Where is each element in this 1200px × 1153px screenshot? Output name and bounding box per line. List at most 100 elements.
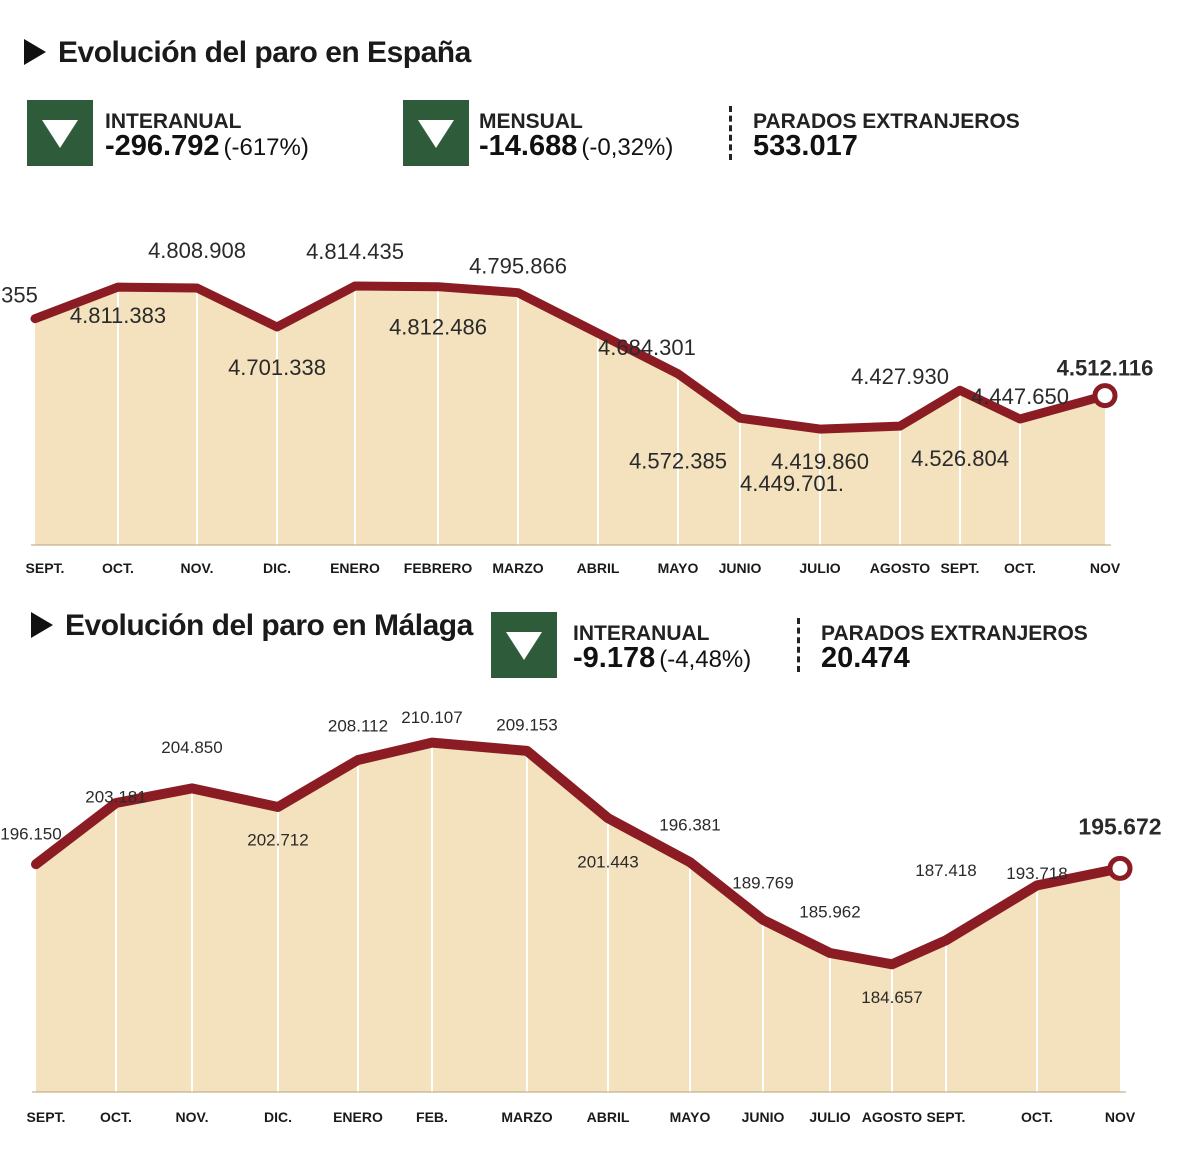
spain-stat-interanual: INTERANUAL -296.792 (-617%) — [27, 100, 347, 166]
data-label: 193.718 — [1006, 864, 1067, 883]
area-fill — [35, 286, 1105, 545]
data-label: 4.427.930 — [851, 364, 949, 389]
data-label: 4.684.301 — [598, 335, 696, 360]
malaga-title-text: Evolución del paro en Málaga — [65, 609, 473, 642]
data-label: 4.808.908 — [148, 238, 246, 263]
data-label: 209.153 — [496, 715, 557, 734]
down-arrow-icon — [418, 120, 454, 148]
stat-label: INTERANUAL — [105, 110, 242, 133]
data-label: 189.769 — [732, 873, 793, 892]
data-label: .724.355 — [0, 282, 38, 307]
month-tick-label: NOV — [1105, 1109, 1136, 1125]
data-label: 187.418 — [915, 861, 976, 880]
data-label: 4.419.860 — [771, 449, 869, 474]
spain-chart-title: Evolución del paro en España — [24, 36, 471, 70]
month-tick-label: DIC. — [264, 1109, 292, 1125]
spain-stat-extranjeros: PARADOS EXTRANJEROS 533.017 — [729, 100, 1029, 166]
down-arrow-box — [403, 100, 469, 166]
stat-percent: (-617%) — [223, 134, 309, 161]
data-label: 4.447.650 — [971, 384, 1069, 409]
spain-unemployment-chart: .724.355 4.811.383 4.808.908 4.701.338 4.814… — [0, 238, 1154, 576]
stat-percent: (-0,32%) — [581, 134, 674, 161]
month-tick-label: OCT. — [1004, 560, 1036, 576]
area-fill — [36, 742, 1120, 1092]
month-tick-label: JULIO — [799, 560, 840, 576]
stat-value-row: -14.688 (-0,32%) — [479, 130, 673, 163]
data-label: 201.443 — [577, 853, 638, 872]
month-tick-label: SEPT. — [26, 560, 65, 576]
month-tick-label: SEPT. — [941, 560, 980, 576]
stat-value-row: -296.792 (-617%) — [105, 130, 309, 163]
month-tick-label: FEBRERO — [404, 560, 473, 576]
month-tick-label: ENERO — [330, 560, 380, 576]
data-label: 210.107 — [401, 708, 462, 727]
data-label: 185.962 — [799, 902, 860, 921]
data-label: 203.181 — [85, 787, 146, 806]
month-tick-label: ABRIL — [587, 1109, 630, 1125]
month-tick-label: SEPT. — [927, 1109, 966, 1125]
data-label: 4.449.701. — [740, 471, 844, 496]
data-label: 4.814.435 — [306, 239, 404, 264]
month-tick-label: NOV. — [181, 560, 214, 576]
month-tick-label: MAYO — [670, 1109, 711, 1125]
month-tick-label: JUNIO — [719, 560, 762, 576]
stat-value: -14.688 — [479, 130, 578, 162]
stat-label: INTERANUAL — [573, 622, 710, 645]
month-tick-label: OCT. — [1021, 1109, 1053, 1125]
month-tick-label: OCT. — [100, 1109, 132, 1125]
month-tick-label: MARZO — [492, 560, 543, 576]
dashed-separator — [729, 106, 732, 160]
month-tick-label: MARZO — [501, 1109, 552, 1125]
month-tick-label: JUNIO — [742, 1109, 785, 1125]
series-line — [30, 281, 1110, 434]
stat-label: PARADOS EXTRANJEROS — [753, 110, 1020, 133]
data-label: 208.112 — [328, 716, 388, 735]
data-label: 4.572.385 — [629, 449, 727, 474]
stat-value-row: 20.474 — [821, 642, 910, 675]
month-tick-label: AGOSTO — [862, 1109, 923, 1125]
malaga-stat-extranjeros: PARADOS EXTRANJEROS 20.474 — [797, 612, 1097, 678]
stat-value-row: -9.178 (-4,48%) — [573, 642, 751, 675]
month-tick-label: FEB. — [416, 1109, 448, 1125]
endpoint-marker — [1107, 855, 1133, 881]
stat-value: -9.178 — [573, 642, 656, 674]
month-tick-label: MAYO — [658, 560, 699, 576]
down-arrow-icon — [506, 632, 542, 660]
month-tick-label: DIC. — [263, 560, 291, 576]
data-label: 204.850 — [161, 738, 222, 757]
month-tick-label: NOV. — [176, 1109, 209, 1125]
malaga-chart-title: Evolución del paro en Málaga — [31, 609, 473, 643]
spain-stat-mensual: MENSUAL -14.688 (-0,32%) — [403, 100, 703, 166]
series-line — [31, 737, 1125, 970]
data-label: 202.712 — [247, 831, 308, 850]
month-tick-label: NOV — [1090, 560, 1121, 576]
data-label: 4.812.486 — [389, 315, 487, 340]
stat-percent: (-4,48%) — [659, 646, 752, 673]
play-triangle-icon — [31, 612, 53, 638]
stat-label: PARADOS EXTRANJEROS — [821, 622, 1088, 645]
stat-label: MENSUAL — [479, 110, 583, 133]
stat-value: -296.792 — [105, 130, 220, 162]
down-arrow-icon — [42, 120, 78, 148]
data-label: 196.381 — [659, 816, 720, 835]
data-label: 195.672 — [1078, 813, 1161, 839]
spain-title-text: Evolución del paro en España — [58, 36, 471, 69]
month-tick-label: JULIO — [809, 1109, 850, 1125]
play-triangle-icon — [24, 39, 46, 65]
data-label: 4.795.866 — [469, 254, 567, 279]
data-label: 4.701.338 — [228, 355, 326, 380]
month-tick-label: SEPT. — [27, 1109, 66, 1125]
dashed-separator — [797, 618, 800, 672]
month-tick-label: ABRIL — [577, 560, 620, 576]
data-label: 4.811.383 — [70, 303, 166, 328]
down-arrow-box — [27, 100, 93, 166]
data-label: 4.526.804 — [911, 446, 1009, 471]
down-arrow-box — [491, 612, 557, 678]
data-label: 4.512.116 — [1057, 355, 1154, 380]
endpoint-marker — [1092, 383, 1118, 409]
stat-value: 20.474 — [821, 642, 910, 674]
stat-value-row: 533.017 — [753, 130, 858, 163]
month-tick-label: OCT. — [102, 560, 134, 576]
malaga-stat-interanual: INTERANUAL -9.178 (-4,48%) — [491, 612, 791, 678]
month-tick-label: ENERO — [333, 1109, 383, 1125]
